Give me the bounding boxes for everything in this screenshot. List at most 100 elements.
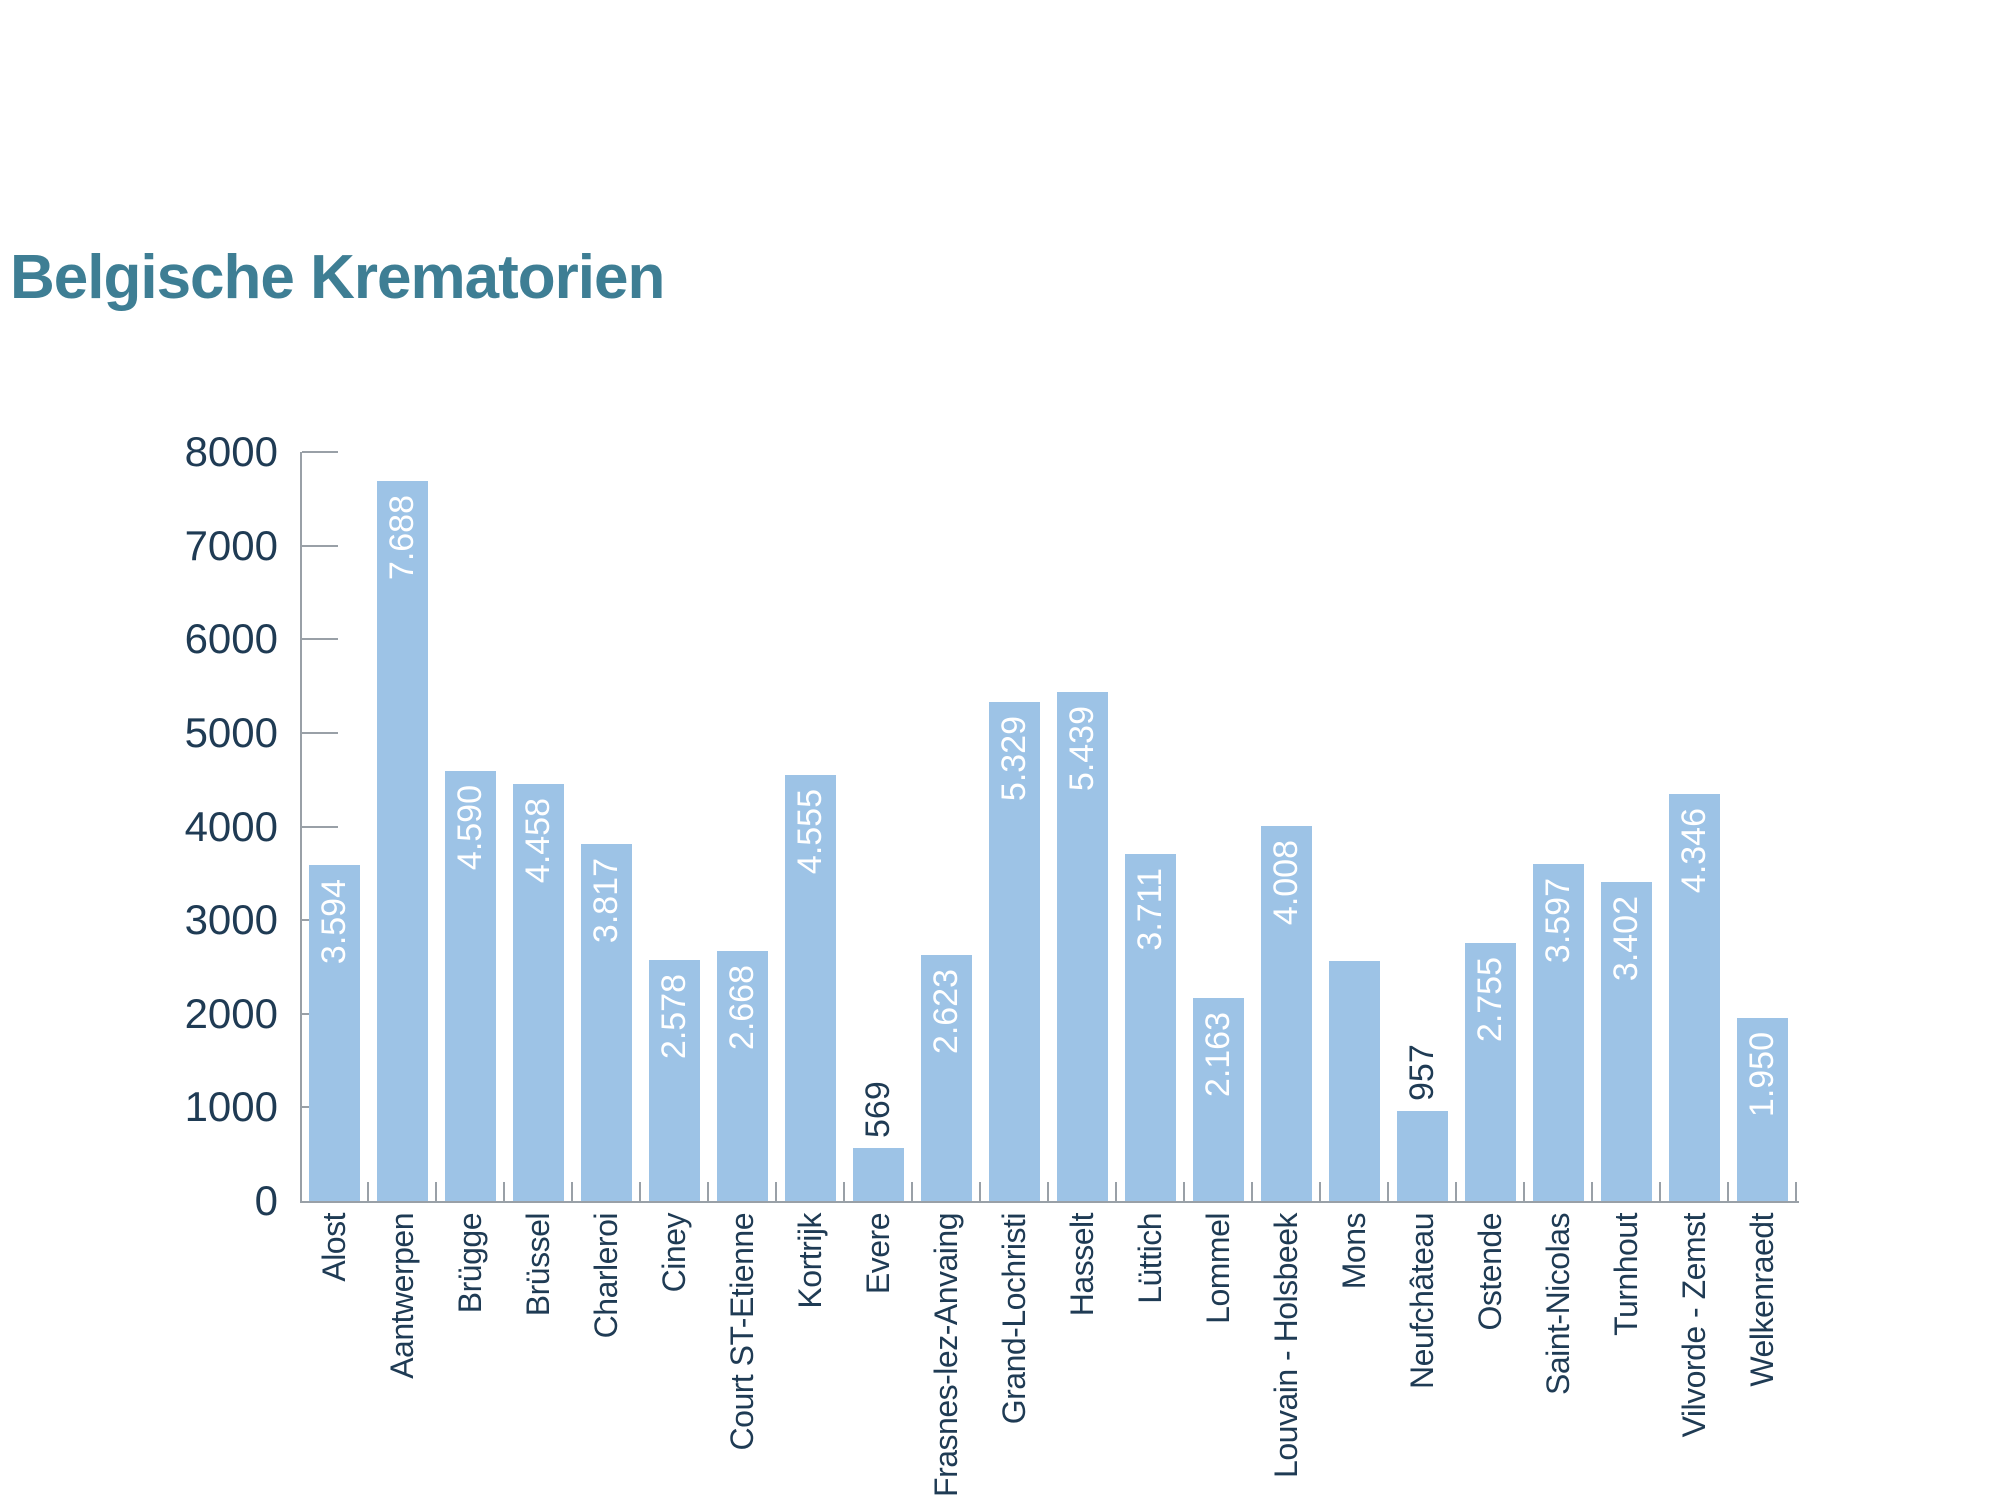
y-axis-label: 1000: [184, 1083, 278, 1131]
x-axis-tick: [639, 1182, 641, 1201]
bar-value-label: 7.688: [383, 495, 421, 581]
x-axis-label: Evere: [860, 1213, 896, 1295]
x-axis-label: Charleroi: [588, 1213, 624, 1339]
y-axis-label: 7000: [184, 521, 278, 569]
y-axis-tick: [302, 451, 338, 453]
x-axis-label: Aantwerpen: [384, 1213, 420, 1379]
x-axis-tick: [1115, 1182, 1117, 1201]
x-axis-tick: [1523, 1182, 1525, 1201]
y-axis-label: 3000: [184, 896, 278, 944]
bar: 2.668: [716, 951, 768, 1201]
y-axis-tick: [302, 544, 338, 547]
x-axis-label: Saint-Nicolas: [1540, 1213, 1576, 1396]
x-axis-tick: [1183, 1182, 1185, 1201]
bar: 7.688: [376, 481, 428, 1201]
x-axis-tick: [911, 1182, 913, 1201]
x-axis-tick: [1795, 1182, 1797, 1201]
x-axis-label: Ciney: [656, 1213, 692, 1293]
y-axis-label: 2000: [184, 989, 278, 1037]
bar: 2.163: [1192, 998, 1244, 1201]
bar-value-label: 3.402: [1607, 896, 1645, 982]
bar: 957: [1396, 1044, 1448, 1201]
x-axis-tick: [979, 1182, 981, 1201]
x-axis-tick: [775, 1182, 777, 1201]
x-axis-label: Alost: [316, 1213, 352, 1282]
y-axis-label: 5000: [184, 708, 278, 756]
x-axis-label: Vilvorde - Zemst: [1676, 1213, 1712, 1438]
x-axis-tick: [1047, 1182, 1049, 1201]
x-axis-label: Court ST-Etienne: [724, 1213, 760, 1451]
bar: 3.594: [308, 865, 360, 1201]
x-axis-line: [300, 1201, 1799, 1203]
x-axis-tick: [1387, 1182, 1389, 1201]
bar-value-label: 4.590: [451, 785, 489, 871]
bar: 4.458: [512, 784, 564, 1201]
x-axis-label: Welkenraedt: [1744, 1213, 1780, 1387]
x-axis-label: Brügge: [452, 1213, 488, 1314]
bar: 5.439: [1056, 692, 1108, 1201]
x-axis-tick: [571, 1182, 573, 1201]
x-axis-tick: [503, 1182, 505, 1201]
bar: [1328, 961, 1380, 1201]
x-axis-label: Kortrijk: [792, 1213, 828, 1309]
x-axis-label: Hasselt: [1064, 1213, 1100, 1317]
bar: 3.402: [1600, 882, 1652, 1201]
bar-value-label: 5.329: [995, 716, 1033, 802]
x-axis-tick: [1251, 1182, 1253, 1201]
y-axis-line: [300, 452, 302, 1203]
x-axis-label: Lüttich: [1132, 1213, 1168, 1304]
x-axis-label: Mons: [1336, 1213, 1372, 1290]
x-axis-tick: [1591, 1182, 1593, 1201]
bar-value-label: 5.439: [1063, 706, 1101, 792]
bar: 5.329: [988, 702, 1040, 1201]
y-axis-label: 4000: [184, 802, 278, 850]
y-axis-tick: [302, 731, 338, 734]
plot-area: 3.594 Alost 7.688 Aantwerpen 4.590 Brügge 4.45…: [300, 451, 1799, 1497]
bar-value-label: 957: [1403, 1044, 1441, 1101]
x-axis-label: Grand-Lochristi: [996, 1213, 1032, 1425]
bar-value-label: 3.711: [1131, 868, 1169, 951]
bar-value-label: 3.597: [1539, 878, 1577, 964]
bar: 569: [852, 1081, 904, 1201]
bar-value-label: 2.755: [1471, 957, 1509, 1043]
bar: 3.711: [1124, 854, 1176, 1201]
bar: 2.578: [648, 960, 700, 1201]
x-axis-label: Neufchâteau: [1404, 1213, 1440, 1389]
bar-value-label: 4.458: [519, 798, 557, 884]
bar: 3.817: [580, 844, 632, 1201]
x-axis-label: Brüssel: [520, 1213, 556, 1317]
bar-value-label: 4.555: [791, 789, 829, 875]
bar: 3.597: [1532, 864, 1584, 1201]
bar-value-label: 569: [859, 1081, 897, 1138]
bar: 4.346: [1668, 794, 1720, 1201]
y-axis-tick: [302, 638, 338, 641]
x-axis-tick: [843, 1182, 845, 1201]
x-axis-label: Lommel: [1200, 1213, 1236, 1324]
bar-value-label: 4.346: [1675, 808, 1713, 894]
x-axis-tick: [707, 1182, 709, 1201]
bar: 2.623: [920, 955, 972, 1201]
bar: 4.590: [444, 771, 496, 1201]
y-axis-label: 0: [254, 1177, 278, 1224]
x-axis-label: Ostende: [1472, 1213, 1508, 1331]
x-axis-tick: [1659, 1182, 1661, 1201]
bar: 2.755: [1464, 943, 1516, 1201]
x-axis-label: Louvain - Holsbeek: [1268, 1213, 1304, 1478]
y-axis-tick: [302, 825, 338, 828]
bar: 4.555: [784, 775, 836, 1201]
x-axis-label: Frasnes-lez-Anvaing: [928, 1213, 964, 1497]
bar-value-label: 4.008: [1267, 840, 1305, 926]
y-axis-label: 8000: [184, 428, 278, 475]
y-axis-label: 6000: [184, 615, 278, 663]
x-axis-tick: [1455, 1182, 1457, 1201]
x-axis-label: Turnhout: [1608, 1213, 1644, 1336]
bar-value-label: 3.594: [315, 879, 353, 965]
x-axis-tick: [1727, 1182, 1729, 1201]
bar: 4.008: [1260, 826, 1312, 1201]
page-title: Belgische Krematorien: [10, 243, 665, 312]
x-axis-tick: [367, 1182, 369, 1201]
x-axis-tick: [1319, 1182, 1321, 1201]
bar: 1.950: [1736, 1018, 1788, 1201]
x-axis-tick: [435, 1182, 437, 1201]
